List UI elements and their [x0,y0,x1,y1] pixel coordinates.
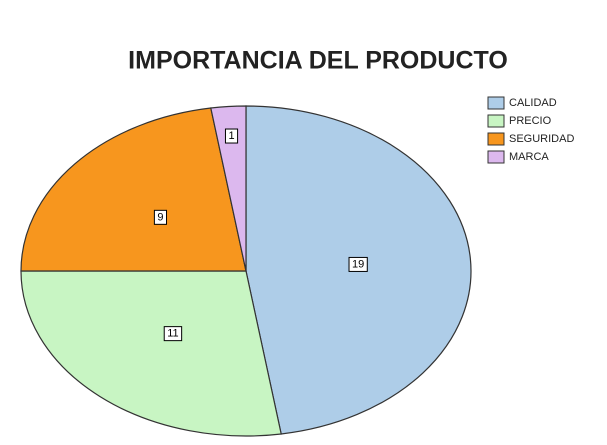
chart-title: IMPORTANCIA DEL PRODUCTO [128,47,508,75]
value-label-box [153,209,168,225]
legend-label: SEGURIDAD [509,133,574,145]
value-label: 1 [228,130,234,142]
pie-slice [20,270,282,437]
value-label-box [224,128,239,144]
value-label: 11 [167,328,178,340]
legend-swatch [487,150,505,164]
legend-label: PRECIO [509,115,552,127]
legend-swatch [487,96,505,110]
legend-label: CALIDAD [509,97,557,109]
pie-slice [210,105,247,272]
legend-swatch [487,132,505,146]
value-label: 9 [157,211,163,223]
pie-slice [20,107,247,272]
value-label-box [348,256,368,272]
legend-label: MARCA [509,151,549,163]
legend-swatch [487,114,505,128]
value-label: 19 [352,258,364,270]
value-label-box [163,326,183,342]
